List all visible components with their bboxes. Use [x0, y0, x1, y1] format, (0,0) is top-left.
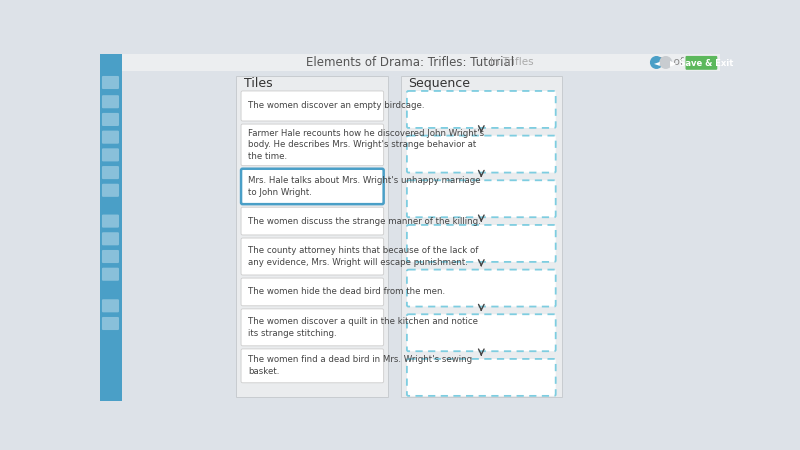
Text: The women discover an empty birdcage.: The women discover an empty birdcage. — [248, 102, 425, 111]
FancyBboxPatch shape — [407, 359, 556, 396]
FancyBboxPatch shape — [102, 232, 119, 245]
FancyBboxPatch shape — [102, 268, 119, 281]
FancyBboxPatch shape — [407, 135, 556, 173]
FancyBboxPatch shape — [102, 95, 119, 108]
Text: Sequence: Sequence — [409, 77, 470, 90]
Text: 24 of 36: 24 of 36 — [657, 58, 700, 68]
FancyBboxPatch shape — [241, 207, 384, 235]
Text: Elements of Drama: Trifles: Tutorial: Elements of Drama: Trifles: Tutorial — [306, 56, 514, 69]
FancyBboxPatch shape — [102, 166, 119, 179]
Text: Farmer Hale recounts how he discovered John Wright's
body. He describes Mrs. Wri: Farmer Hale recounts how he discovered J… — [248, 129, 484, 161]
FancyBboxPatch shape — [241, 91, 384, 121]
Bar — [100, 54, 122, 400]
FancyBboxPatch shape — [102, 76, 119, 89]
FancyBboxPatch shape — [102, 250, 119, 263]
Bar — [237, 76, 388, 397]
FancyBboxPatch shape — [241, 124, 384, 166]
FancyBboxPatch shape — [102, 317, 119, 330]
Circle shape — [650, 57, 662, 68]
FancyBboxPatch shape — [102, 113, 119, 126]
FancyBboxPatch shape — [407, 270, 556, 306]
FancyBboxPatch shape — [241, 309, 384, 346]
FancyBboxPatch shape — [102, 299, 119, 312]
FancyBboxPatch shape — [407, 225, 556, 262]
Text: Mrs. Hale talks about Mrs. Wright's unhappy marriage
to John Wright.: Mrs. Hale talks about Mrs. Wright's unha… — [248, 176, 481, 197]
FancyBboxPatch shape — [241, 349, 384, 383]
Text: The county attorney hints that because of the lack of
any evidence, Mrs. Wright : The county attorney hints that because o… — [248, 246, 478, 267]
FancyBboxPatch shape — [241, 278, 384, 306]
FancyBboxPatch shape — [407, 314, 556, 351]
Bar — [100, 54, 720, 71]
FancyBboxPatch shape — [241, 169, 384, 204]
Text: Tiles: Tiles — [244, 77, 273, 90]
Circle shape — [660, 57, 671, 68]
FancyBboxPatch shape — [102, 215, 119, 228]
FancyBboxPatch shape — [102, 130, 119, 144]
Text: The women find a dead bird in Mrs. Wright's sewing
basket.: The women find a dead bird in Mrs. Wrigh… — [248, 356, 472, 376]
Text: The women hide the dead bird from the men.: The women hide the dead bird from the me… — [248, 288, 445, 297]
FancyBboxPatch shape — [407, 91, 556, 128]
Bar — [401, 76, 562, 397]
Text: The women discover a quilt in the kitchen and notice
its strange stitching.: The women discover a quilt in the kitche… — [248, 317, 478, 338]
FancyBboxPatch shape — [686, 56, 718, 70]
FancyBboxPatch shape — [241, 238, 384, 275]
Text: ◄: ◄ — [654, 58, 659, 68]
Text: The women discuss the strange manner of the killing.: The women discuss the strange manner of … — [248, 216, 481, 225]
FancyBboxPatch shape — [407, 180, 556, 217]
FancyBboxPatch shape — [102, 148, 119, 162]
Text: In Trifles: In Trifles — [490, 58, 534, 68]
FancyBboxPatch shape — [102, 184, 119, 197]
Text: ▶ Save & Exit: ▶ Save & Exit — [670, 58, 733, 68]
